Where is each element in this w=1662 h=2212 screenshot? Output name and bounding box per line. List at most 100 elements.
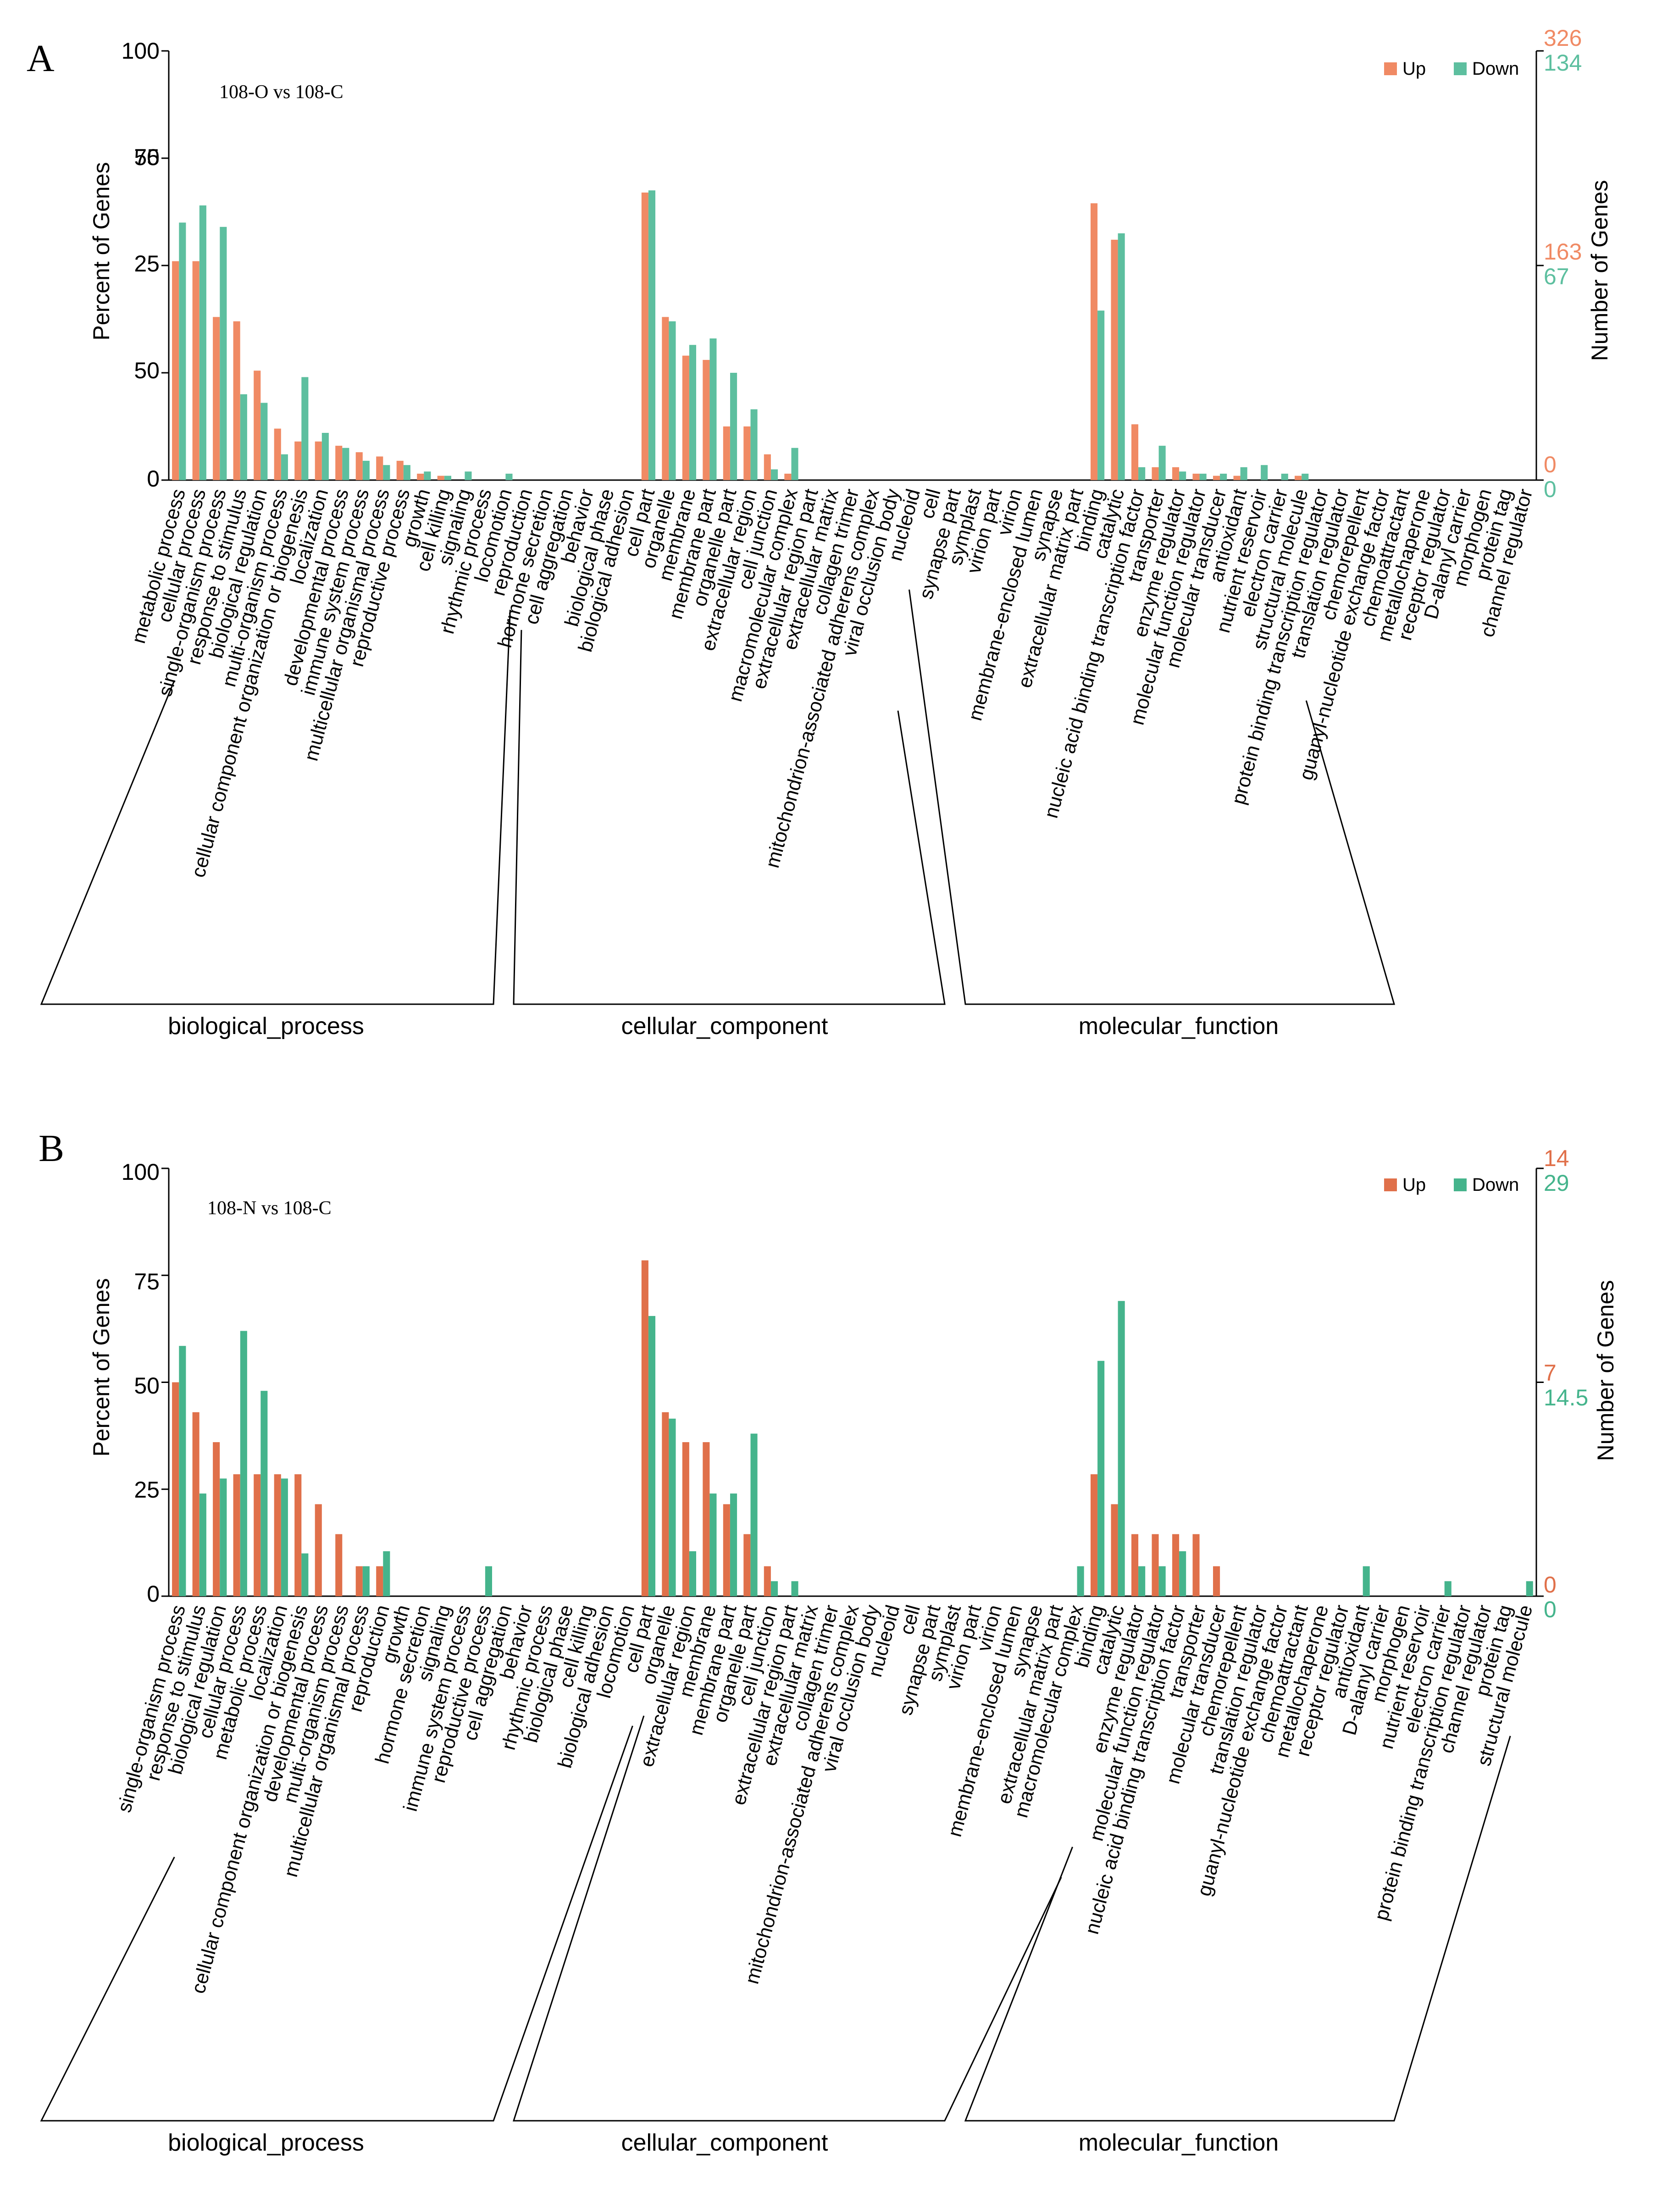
bar-up-7 (315, 1504, 322, 1596)
bar-down-51 (1220, 474, 1227, 480)
bar-up-24 (662, 317, 669, 480)
bar-down-3 (240, 1331, 247, 1596)
bar-up-28 (743, 1534, 751, 1596)
bar-down-28 (750, 409, 758, 480)
bar-up-2 (213, 317, 220, 480)
bar-down-12 (424, 471, 431, 480)
legend-up-swatch (1384, 62, 1397, 75)
bar-down-8 (342, 448, 349, 480)
bar-down-4 (260, 403, 268, 480)
bar-down-10 (383, 1551, 390, 1596)
y-right-down-tick: 134 (1544, 50, 1582, 76)
bar-down-25 (689, 345, 696, 480)
bar-down-44 (1077, 1566, 1084, 1596)
y-tick-label: 100 (122, 1159, 160, 1185)
bar-down-66 (1526, 1581, 1533, 1596)
y-tick-label: 100 (122, 38, 160, 64)
panel-b-bars (161, 1167, 1544, 1597)
bar-down-1 (199, 205, 206, 480)
bar-up-51 (1213, 1566, 1220, 1596)
bar-down-58 (1363, 1566, 1370, 1596)
bar-down-50 (1199, 474, 1207, 480)
bar-up-50 (1192, 1534, 1200, 1596)
bar-up-47 (1131, 1534, 1139, 1596)
bar-down-15 (485, 1566, 492, 1596)
bar-down-29 (771, 469, 778, 480)
bar-up-25 (682, 1442, 689, 1596)
panel-b-y-right-label: Number of Genes (1593, 1280, 1618, 1461)
bar-up-46 (1111, 1504, 1118, 1596)
panel-a-y-left-label: Percent of Genes (89, 162, 114, 340)
bar-up-50 (1192, 474, 1200, 480)
group-label-molecular_function: molecular_function (1079, 1013, 1279, 1040)
bar-down-52 (1240, 467, 1247, 480)
bar-up-48 (1152, 467, 1159, 480)
bar-up-28 (743, 426, 751, 480)
group-label-biological_process: biological_process (168, 1013, 364, 1040)
y-tick-label: 25 (134, 251, 160, 276)
bar-up-6 (294, 441, 302, 480)
bar-up-26 (703, 1442, 710, 1596)
y-right-up-tick: 0 (1544, 452, 1557, 477)
bar-up-30 (784, 474, 792, 480)
bar-down-5 (281, 454, 288, 480)
bar-up-49 (1172, 467, 1180, 480)
bar-up-27 (723, 1504, 730, 1596)
bar-down-28 (750, 1433, 758, 1596)
panel-b-group-brackets: biological_process cellular_component mole… (40, 1715, 1511, 2156)
bar-down-45 (1097, 310, 1105, 480)
bar-down-47 (1138, 1566, 1146, 1596)
bar-down-46 (1118, 233, 1125, 480)
legend-up-label: Up (1402, 1175, 1426, 1195)
bar-down-9 (362, 460, 370, 480)
panel-a-bars (161, 50, 1544, 481)
group-label-cellular_component: cellular_component (621, 2129, 828, 2156)
bar-down-4 (260, 1391, 268, 1596)
bar-up-3 (233, 1474, 240, 1596)
bar-down-24 (669, 321, 676, 480)
panel-b: B 108-N vs 108-C Percent of Genes Number… (39, 1127, 1618, 2156)
y-right-up-tick: 14 (1544, 1145, 1569, 1171)
panel-a-left-ticks: 0 25 50 50 75 100 (122, 38, 160, 492)
panel-b-y-left-label: Percent of Genes (89, 1278, 114, 1456)
bar-down-47 (1138, 467, 1146, 480)
y-right-up-tick: 7 (1544, 1360, 1557, 1386)
bar-up-45 (1091, 203, 1098, 480)
bar-down-54 (1281, 474, 1288, 480)
bar-down-23 (648, 1316, 655, 1596)
bar-down-30 (791, 1581, 798, 1596)
bar-down-2 (220, 227, 227, 480)
y-tick-label: 25 (134, 1477, 160, 1503)
bar-down-62 (1444, 1581, 1451, 1596)
group-bracket-cellular_component (512, 1715, 1062, 2122)
bar-down-30 (791, 448, 798, 480)
y-right-down-tick: 0 (1544, 476, 1557, 502)
bar-down-10 (383, 465, 390, 480)
group-bracket-cellular_component (513, 630, 946, 1005)
bar-up-3 (233, 321, 240, 480)
bar-down-1 (199, 1493, 206, 1596)
bar-up-29 (764, 1566, 771, 1596)
bar-down-27 (730, 373, 737, 480)
bar-down-6 (301, 377, 309, 480)
bar-down-26 (709, 1493, 717, 1596)
bar-down-46 (1118, 1301, 1125, 1596)
bar-down-49 (1179, 471, 1186, 480)
legend-up-swatch (1384, 1178, 1397, 1191)
y-right-up-tick: 163 (1544, 239, 1582, 265)
bar-up-23 (641, 192, 648, 480)
bar-up-24 (662, 1412, 669, 1596)
y-right-down-tick: 29 (1544, 1170, 1569, 1196)
bar-up-10 (376, 456, 383, 480)
bar-down-9 (362, 1566, 370, 1596)
y-tick-label: 0 (147, 1581, 160, 1607)
bar-up-0 (172, 261, 179, 480)
legend-up-label: Up (1402, 59, 1426, 79)
bar-up-12 (417, 474, 424, 480)
bar-up-4 (254, 371, 261, 480)
bar-down-27 (730, 1493, 737, 1596)
bar-up-49 (1172, 1534, 1180, 1596)
bar-up-10 (376, 1566, 383, 1596)
